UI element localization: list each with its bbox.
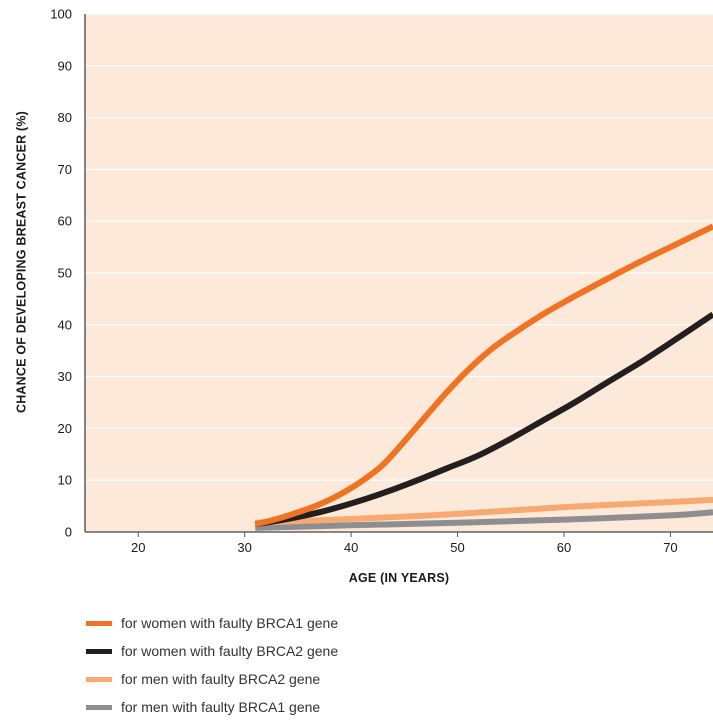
axes [84,14,713,533]
legend-label: for men with faulty BRCA1 gene [121,699,321,715]
x-tick-label: 60 [557,540,571,555]
legend: for women with faulty BRCA1 gene for wom… [86,609,338,721]
y-tick-label: 10 [58,473,72,488]
x-tick-label: 20 [131,540,145,555]
legend-item: for women with faulty BRCA2 gene [86,637,338,665]
y-axis-title: CHANCE OF DEVELOPING BREAST CANCER (%) [14,111,28,413]
x-tick-label: 40 [344,540,358,555]
legend-swatch-brca1-women [86,620,112,626]
legend-label: for women with faulty BRCA2 gene [121,643,339,659]
legend-label: for men with faulty BRCA2 gene [121,671,321,687]
y-tick-label: 90 [58,58,72,73]
legend-item: for women with faulty BRCA1 gene [86,609,338,637]
legend-swatch-brca2-men [86,676,112,682]
legend-swatch-brca1-men [86,704,112,710]
y-tick-label: 30 [58,369,72,384]
series-lines [254,223,713,531]
legend-label: for women with faulty BRCA1 gene [121,615,339,631]
y-tick-label: 0 [65,525,72,540]
x-tick-label: 50 [450,540,464,555]
legend-item: for men with faulty BRCA1 gene [86,693,338,721]
x-tick-label: 70 [663,540,677,555]
y-tick-label: 40 [58,317,72,332]
x-axis-title: AGE (IN YEARS) [349,571,450,585]
series-line-2 [255,496,713,526]
tick-labels: 0 10 20 30 40 50 60 70 80 90 100 20 30 40 50 60 70 [50,7,677,556]
series-line-3 [255,509,713,531]
y-tick-label: 50 [58,266,72,281]
grid-lines [85,13,713,481]
line-chart: 0 10 20 30 40 50 60 70 80 90 100 20 30 40 50 60 70 AGE (… [14,7,713,585]
x-tick-label: 30 [237,540,251,555]
legend-swatch-brca2-women [86,648,112,654]
y-tick-label: 80 [58,110,72,125]
legend-item: for men with faulty BRCA2 gene [86,665,338,693]
series-line-1 [254,311,713,528]
y-tick-label: 60 [58,214,72,229]
series-line-0 [254,223,713,528]
y-tick-label: 20 [58,421,72,436]
y-tick-label: 70 [58,162,72,177]
y-tick-label: 100 [50,7,72,22]
